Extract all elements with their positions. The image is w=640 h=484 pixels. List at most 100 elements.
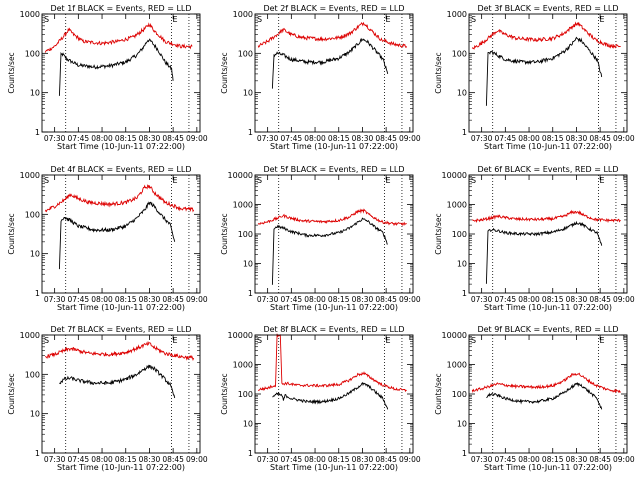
x-tick-label: 08:45 xyxy=(375,455,397,464)
lld-series xyxy=(257,21,408,49)
events-series xyxy=(272,381,389,410)
panel-title: Det 1f BLACK = Events, RED = LLD xyxy=(50,4,191,13)
x-tick-label: 09:00 xyxy=(399,295,421,304)
y-tick-label: 1 xyxy=(248,128,253,137)
start-marker-label: S xyxy=(257,336,262,345)
x-tick-label: 07:45 xyxy=(68,134,90,143)
y-tick-label: 10 xyxy=(243,260,253,269)
x-tick-label: 08:30 xyxy=(139,455,161,464)
x-tick-label: 07:45 xyxy=(281,295,303,304)
x-tick-label: 09:00 xyxy=(186,295,208,304)
y-axis-label: Counts/sec xyxy=(7,373,16,414)
x-tick-label: 08:45 xyxy=(162,295,184,304)
events-series xyxy=(271,37,389,89)
y-tick-label: 1000 xyxy=(233,201,253,210)
lld-series xyxy=(44,184,195,213)
x-tick-label: 08:15 xyxy=(328,134,350,143)
x-tick-label: 09:00 xyxy=(613,455,635,464)
panel-title: Det 5f BLACK = Events, RED = LLD xyxy=(263,165,404,174)
x-tick-label: 07:30 xyxy=(257,455,279,464)
x-tick-label: 07:45 xyxy=(68,295,90,304)
x-tick-label: 08:15 xyxy=(328,295,350,304)
x-tick-label: 08:45 xyxy=(375,134,397,143)
x-tick-label: 08:15 xyxy=(328,455,350,464)
y-tick-label: 1 xyxy=(248,449,253,458)
x-axis-label: Start Time (10-Jun-11 07:22:00) xyxy=(57,303,185,312)
y-tick-label: 1 xyxy=(462,289,467,298)
end-marker-label: E xyxy=(386,176,391,185)
y-tick-label: 10 xyxy=(30,89,40,98)
y-tick-label: 100 xyxy=(238,390,253,399)
x-tick-label: 08:45 xyxy=(589,134,611,143)
x-tick-label: 08:15 xyxy=(542,134,564,143)
events-series xyxy=(271,217,388,285)
start-marker-label: S xyxy=(471,15,476,24)
panel-det-3: Det 3f BLACK = Events, RED = LLD 1 10 100 10… xyxy=(434,4,635,151)
y-tick-label: 100 xyxy=(238,49,253,58)
x-tick-label: 08:30 xyxy=(566,134,588,143)
x-tick-label: 07:30 xyxy=(44,455,66,464)
panel-det-1: Det 1f BLACK = Events, RED = LLD 1 10 100 10… xyxy=(7,4,208,151)
x-tick-label: 08:00 xyxy=(304,134,326,143)
plot-frame xyxy=(254,174,414,294)
y-tick-label: 100 xyxy=(238,230,253,239)
plot-frame xyxy=(468,174,628,294)
y-tick-label: 1000 xyxy=(233,361,253,370)
x-tick-label: 08:30 xyxy=(139,295,161,304)
end-marker-label: E xyxy=(386,336,391,345)
y-tick-label: 1 xyxy=(462,128,467,137)
x-tick-label: 08:00 xyxy=(304,455,326,464)
x-tick-label: 07:30 xyxy=(257,134,279,143)
panel-det-7: Det 7f BLACK = Events, RED = LLD 1 10 100 10… xyxy=(7,325,208,472)
x-tick-label: 08:30 xyxy=(566,295,588,304)
panel-title: Det 9f BLACK = Events, RED = LLD xyxy=(477,325,618,334)
y-tick-label: 1 xyxy=(35,289,40,298)
events-series xyxy=(58,38,174,96)
panel-title: Det 6f BLACK = Events, RED = LLD xyxy=(477,165,618,174)
panel-det-9: Det 9f BLACK = Events, RED = LLD 1 10 100 10… xyxy=(434,325,635,472)
x-tick-label: 08:00 xyxy=(91,295,113,304)
y-tick-label: 100 xyxy=(25,49,40,58)
panel-det-8: Det 8f BLACK = Events, RED = LLD 1 10 100 10… xyxy=(220,325,421,472)
y-tick-label: 1000 xyxy=(447,361,467,370)
x-tick-label: 08:30 xyxy=(566,455,588,464)
x-tick-label: 08:00 xyxy=(91,134,113,143)
y-tick-label: 1 xyxy=(35,128,40,137)
y-tick-label: 10 xyxy=(243,420,253,429)
lld-series xyxy=(44,22,193,53)
x-tick-label: 09:00 xyxy=(613,134,635,143)
y-axis-label: Counts/sec xyxy=(434,213,443,254)
y-tick-label: 1 xyxy=(462,449,467,458)
panel-det-4: Det 4f BLACK = Events, RED = LLD 1 10 100 10… xyxy=(7,165,208,312)
x-tick-label: 08:45 xyxy=(375,295,397,304)
panel-title: Det 4f BLACK = Events, RED = LLD xyxy=(50,165,191,174)
y-tick-label: 1000 xyxy=(447,10,467,19)
start-marker-label: S xyxy=(44,176,49,185)
lld-series xyxy=(471,209,621,224)
x-tick-label: 07:45 xyxy=(495,134,517,143)
panel-det-6: Det 6f BLACK = Events, RED = LLD 1 10 100 10… xyxy=(434,165,635,312)
panel-title: Det 7f BLACK = Events, RED = LLD xyxy=(50,325,191,334)
lld-series xyxy=(257,208,407,227)
end-marker-label: E xyxy=(600,336,605,345)
plot-frame xyxy=(468,13,628,133)
end-marker-label: E xyxy=(173,15,178,24)
x-tick-label: 07:30 xyxy=(471,134,493,143)
x-tick-label: 09:00 xyxy=(186,455,208,464)
x-tick-label: 08:00 xyxy=(518,455,540,464)
x-tick-label: 07:45 xyxy=(495,455,517,464)
x-tick-label: 08:15 xyxy=(115,134,137,143)
y-tick-label: 10 xyxy=(243,89,253,98)
x-axis-label: Start Time (10-Jun-11 07:22:00) xyxy=(270,142,398,151)
events-series xyxy=(58,201,176,270)
y-tick-label: 10 xyxy=(30,250,40,259)
y-tick-label: 1 xyxy=(248,289,253,298)
x-tick-label: 08:15 xyxy=(115,295,137,304)
y-tick-label: 10000 xyxy=(228,331,253,340)
y-tick-label: 1 xyxy=(35,449,40,458)
y-tick-label: 10000 xyxy=(442,331,467,340)
x-axis-label: Start Time (10-Jun-11 07:22:00) xyxy=(270,303,398,312)
y-tick-label: 100 xyxy=(25,370,40,379)
x-tick-label: 07:30 xyxy=(44,295,66,304)
